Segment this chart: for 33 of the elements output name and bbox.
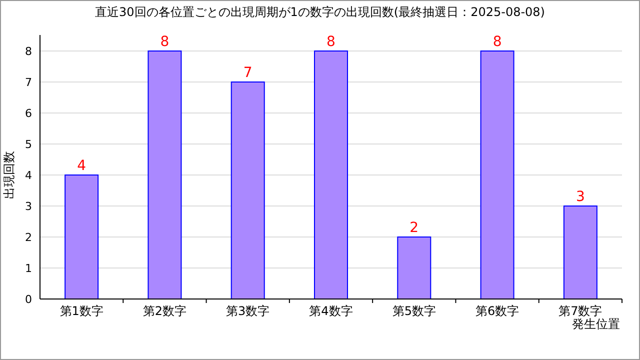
y-tick-label: 3 — [25, 200, 32, 213]
y-tick-label: 0 — [25, 293, 32, 306]
chart-title: 直近30回の各位置ごとの出現周期が1の数字の出現回数(最終抽選日：2025-08-08) — [94, 5, 546, 19]
bar — [563, 206, 598, 300]
x-tick-label: 第4数字 — [309, 304, 353, 318]
bar — [230, 82, 265, 300]
x-tick-label: 第6数字 — [475, 304, 520, 318]
bar — [314, 50, 348, 300]
data-label: 8 — [326, 34, 336, 50]
data-label: 3 — [576, 189, 585, 205]
bar — [397, 236, 432, 300]
bar — [480, 50, 514, 300]
x-tick-label: 第7数字 — [558, 304, 602, 318]
y-tick-label: 6 — [25, 107, 32, 120]
data-label: 2 — [410, 220, 419, 236]
y-axis-title: 出現回数 — [2, 151, 16, 199]
x-tick-label: 第5数字 — [392, 304, 436, 318]
data-label: 7 — [243, 65, 252, 81]
y-tick-label: 1 — [25, 262, 32, 275]
bar — [148, 50, 182, 300]
x-axis-title: 発生位置 — [572, 317, 620, 331]
y-tick-label: 4 — [25, 169, 32, 182]
data-label: 4 — [77, 158, 86, 174]
x-tick-label: 第2数字 — [142, 304, 187, 318]
data-label: 8 — [160, 34, 170, 50]
x-tick-label: 第3数字 — [226, 304, 270, 318]
y-tick-label: 2 — [25, 231, 32, 244]
y-tick-label: 7 — [25, 76, 32, 89]
data-label: 8 — [492, 34, 502, 50]
y-tick-label: 5 — [25, 138, 32, 151]
x-tick-label: 第1数字 — [60, 304, 104, 318]
y-tick-label: 8 — [25, 45, 32, 58]
bar — [64, 174, 99, 300]
